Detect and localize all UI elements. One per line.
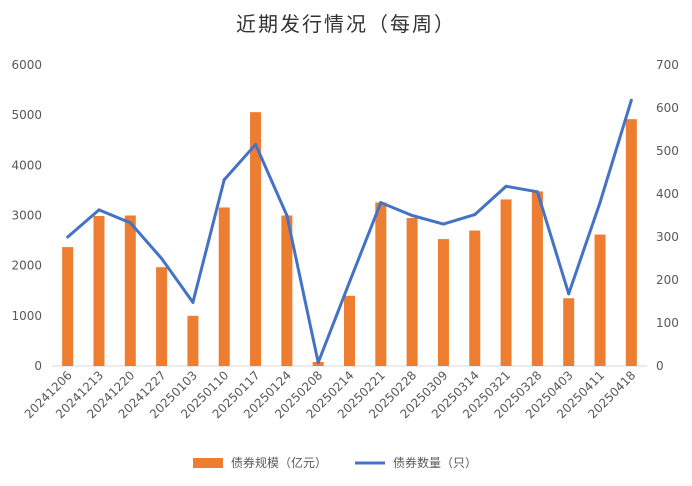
left-tick-label: 1000 — [11, 309, 42, 323]
legend-swatch-bar — [193, 458, 223, 468]
line-point — [629, 98, 633, 102]
bar — [406, 218, 418, 366]
bar — [124, 215, 136, 366]
right-tick-label: 300 — [656, 230, 679, 244]
bar — [531, 191, 543, 366]
line-point — [535, 190, 539, 194]
line-point — [567, 292, 571, 296]
bar — [62, 247, 74, 366]
left-axis: 0 1000 2000 3000 4000 5000 6000 — [11, 58, 42, 373]
bar — [187, 315, 199, 366]
bar — [375, 202, 387, 366]
bar — [625, 119, 637, 367]
bar — [281, 215, 293, 366]
right-tick-label: 500 — [656, 144, 679, 158]
bar — [563, 298, 575, 366]
line-point — [128, 221, 132, 225]
line-point — [379, 201, 383, 205]
bar — [344, 295, 355, 366]
left-tick-label: 3000 — [11, 209, 42, 223]
legend: 债券规模（亿元） 债券数量（只） — [193, 455, 477, 470]
bar — [93, 216, 105, 366]
chart-title: 近期发行情况（每周） — [236, 12, 456, 36]
bar — [500, 199, 512, 366]
bar — [469, 230, 481, 366]
bar — [156, 267, 168, 366]
line-point — [285, 214, 289, 217]
line-point — [504, 184, 508, 188]
line-point — [254, 143, 258, 147]
left-tick-label: 4000 — [11, 158, 42, 172]
line-point — [441, 222, 445, 226]
line-point — [222, 178, 226, 182]
legend-label-bar: 债券规模（亿元） — [231, 455, 327, 470]
line-point — [160, 257, 164, 260]
line-point — [191, 300, 195, 304]
line-point — [66, 235, 70, 239]
bar — [250, 112, 262, 366]
right-tick-label: 200 — [656, 273, 679, 287]
line-point — [348, 280, 351, 284]
left-tick-label: 0 — [34, 359, 42, 373]
line-point — [473, 213, 477, 217]
line-point — [598, 201, 602, 205]
right-tick-label: 0 — [656, 359, 664, 373]
line-point — [316, 361, 320, 365]
right-tick-label: 700 — [656, 58, 679, 72]
left-tick-label: 6000 — [11, 58, 42, 72]
x-axis-labels: 2024120620241213202412202024122720250103… — [22, 368, 639, 421]
right-tick-label: 400 — [656, 187, 679, 201]
line-point — [97, 208, 101, 212]
bar — [218, 207, 230, 366]
left-tick-label: 2000 — [11, 259, 42, 273]
left-tick-label: 5000 — [11, 108, 42, 122]
bar-series — [62, 112, 637, 367]
line-point — [410, 214, 414, 217]
bar — [594, 234, 606, 366]
legend-label-line: 债券数量（只） — [393, 455, 477, 470]
right-axis: 0 100 200 300 400 500 600 700 — [656, 58, 679, 373]
right-tick-label: 100 — [656, 316, 679, 330]
right-tick-label: 600 — [656, 101, 679, 115]
bar — [437, 239, 449, 366]
